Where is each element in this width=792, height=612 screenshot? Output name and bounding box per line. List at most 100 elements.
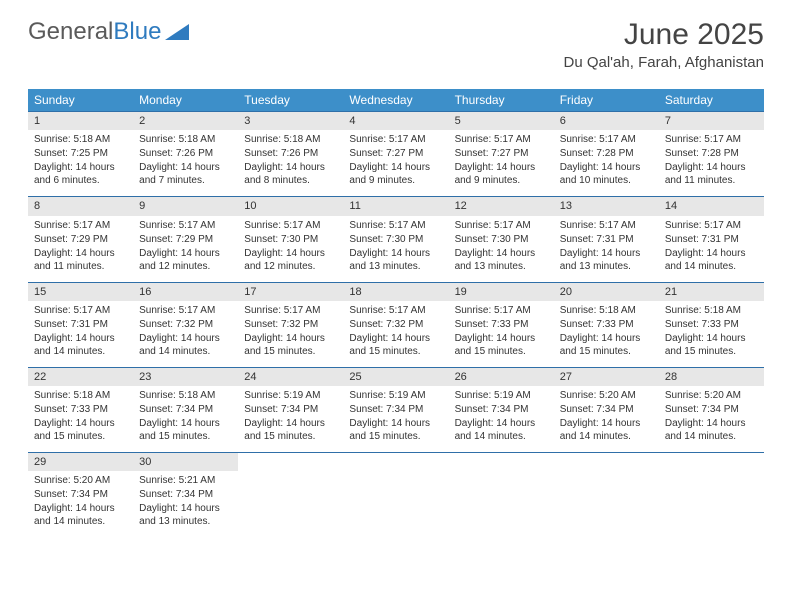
sunset-text: Sunset: 7:34 PM xyxy=(560,403,653,416)
day-body: Sunrise: 5:17 AMSunset: 7:29 PMDaylight:… xyxy=(133,216,238,282)
sunset-text: Sunset: 7:28 PM xyxy=(560,147,653,160)
calendar-table: Sunday Monday Tuesday Wednesday Thursday… xyxy=(28,89,764,537)
day-number: 22 xyxy=(28,368,133,386)
header: GeneralBlue June 2025 Du Qal'ah, Farah, … xyxy=(0,0,792,79)
day-body: Sunrise: 5:18 AMSunset: 7:34 PMDaylight:… xyxy=(133,386,238,452)
sunset-text: Sunset: 7:29 PM xyxy=(34,233,127,246)
calendar-cell: 17Sunrise: 5:17 AMSunset: 7:32 PMDayligh… xyxy=(238,282,343,367)
day-number: 24 xyxy=(238,368,343,386)
day-body: Sunrise: 5:18 AMSunset: 7:26 PMDaylight:… xyxy=(238,130,343,196)
sunrise-text: Sunrise: 5:17 AM xyxy=(139,219,232,232)
day-number: 25 xyxy=(343,368,448,386)
day-body: Sunrise: 5:19 AMSunset: 7:34 PMDaylight:… xyxy=(343,386,448,452)
calendar-cell: 16Sunrise: 5:17 AMSunset: 7:32 PMDayligh… xyxy=(133,282,238,367)
calendar-cell: 3Sunrise: 5:18 AMSunset: 7:26 PMDaylight… xyxy=(238,112,343,197)
calendar-cell: 8Sunrise: 5:17 AMSunset: 7:29 PMDaylight… xyxy=(28,197,133,282)
daylight-text: Daylight: 14 hours and 12 minutes. xyxy=(139,247,232,273)
calendar-cell: 5Sunrise: 5:17 AMSunset: 7:27 PMDaylight… xyxy=(449,112,554,197)
daylight-text: Daylight: 14 hours and 12 minutes. xyxy=(244,247,337,273)
day-number: 20 xyxy=(554,283,659,301)
calendar-cell: 9Sunrise: 5:17 AMSunset: 7:29 PMDaylight… xyxy=(133,197,238,282)
day-body: Sunrise: 5:17 AMSunset: 7:31 PMDaylight:… xyxy=(659,216,764,282)
day-number: 4 xyxy=(343,112,448,130)
day-number: 10 xyxy=(238,197,343,215)
day-number: 30 xyxy=(133,453,238,471)
daylight-text: Daylight: 14 hours and 15 minutes. xyxy=(455,332,548,358)
title-block: June 2025 Du Qal'ah, Farah, Afghanistan xyxy=(564,18,765,71)
day-body: Sunrise: 5:17 AMSunset: 7:30 PMDaylight:… xyxy=(343,216,448,282)
sunrise-text: Sunrise: 5:18 AM xyxy=(560,304,653,317)
sunset-text: Sunset: 7:31 PM xyxy=(665,233,758,246)
calendar-cell: 15Sunrise: 5:17 AMSunset: 7:31 PMDayligh… xyxy=(28,282,133,367)
sunrise-text: Sunrise: 5:17 AM xyxy=(560,133,653,146)
day-body: Sunrise: 5:17 AMSunset: 7:32 PMDaylight:… xyxy=(238,301,343,367)
weekday-header: Sunday xyxy=(28,89,133,112)
sunrise-text: Sunrise: 5:17 AM xyxy=(455,133,548,146)
calendar-cell xyxy=(554,453,659,538)
calendar-cell: 21Sunrise: 5:18 AMSunset: 7:33 PMDayligh… xyxy=(659,282,764,367)
sunrise-text: Sunrise: 5:17 AM xyxy=(455,304,548,317)
daylight-text: Daylight: 14 hours and 11 minutes. xyxy=(34,247,127,273)
daylight-text: Daylight: 14 hours and 15 minutes. xyxy=(34,417,127,443)
daylight-text: Daylight: 14 hours and 15 minutes. xyxy=(244,332,337,358)
daylight-text: Daylight: 14 hours and 15 minutes. xyxy=(665,332,758,358)
sunrise-text: Sunrise: 5:17 AM xyxy=(349,133,442,146)
day-number: 26 xyxy=(449,368,554,386)
calendar-cell: 14Sunrise: 5:17 AMSunset: 7:31 PMDayligh… xyxy=(659,197,764,282)
day-number: 21 xyxy=(659,283,764,301)
sunrise-text: Sunrise: 5:17 AM xyxy=(34,219,127,232)
day-number: 28 xyxy=(659,368,764,386)
sunrise-text: Sunrise: 5:21 AM xyxy=(139,474,232,487)
weekday-header: Tuesday xyxy=(238,89,343,112)
day-number: 11 xyxy=(343,197,448,215)
weekday-header: Friday xyxy=(554,89,659,112)
daylight-text: Daylight: 14 hours and 6 minutes. xyxy=(34,161,127,187)
day-body: Sunrise: 5:21 AMSunset: 7:34 PMDaylight:… xyxy=(133,471,238,537)
day-body: Sunrise: 5:17 AMSunset: 7:28 PMDaylight:… xyxy=(554,130,659,196)
calendar-cell: 24Sunrise: 5:19 AMSunset: 7:34 PMDayligh… xyxy=(238,367,343,452)
day-number: 3 xyxy=(238,112,343,130)
day-number: 1 xyxy=(28,112,133,130)
day-number: 15 xyxy=(28,283,133,301)
day-number: 27 xyxy=(554,368,659,386)
sunset-text: Sunset: 7:29 PM xyxy=(139,233,232,246)
day-body: Sunrise: 5:20 AMSunset: 7:34 PMDaylight:… xyxy=(28,471,133,537)
calendar-row: 1Sunrise: 5:18 AMSunset: 7:25 PMDaylight… xyxy=(28,112,764,197)
daylight-text: Daylight: 14 hours and 11 minutes. xyxy=(665,161,758,187)
day-body: Sunrise: 5:18 AMSunset: 7:33 PMDaylight:… xyxy=(554,301,659,367)
day-number: 16 xyxy=(133,283,238,301)
day-body: Sunrise: 5:17 AMSunset: 7:31 PMDaylight:… xyxy=(554,216,659,282)
daylight-text: Daylight: 14 hours and 14 minutes. xyxy=(34,502,127,528)
day-number: 19 xyxy=(449,283,554,301)
sunrise-text: Sunrise: 5:17 AM xyxy=(244,219,337,232)
daylight-text: Daylight: 14 hours and 15 minutes. xyxy=(244,417,337,443)
sunset-text: Sunset: 7:34 PM xyxy=(665,403,758,416)
day-body: Sunrise: 5:17 AMSunset: 7:30 PMDaylight:… xyxy=(238,216,343,282)
day-number: 7 xyxy=(659,112,764,130)
sunrise-text: Sunrise: 5:18 AM xyxy=(139,389,232,402)
calendar-cell: 12Sunrise: 5:17 AMSunset: 7:30 PMDayligh… xyxy=(449,197,554,282)
daylight-text: Daylight: 14 hours and 14 minutes. xyxy=(665,247,758,273)
sunrise-text: Sunrise: 5:17 AM xyxy=(349,304,442,317)
day-number: 23 xyxy=(133,368,238,386)
sunset-text: Sunset: 7:33 PM xyxy=(455,318,548,331)
calendar-cell: 13Sunrise: 5:17 AMSunset: 7:31 PMDayligh… xyxy=(554,197,659,282)
day-number: 9 xyxy=(133,197,238,215)
daylight-text: Daylight: 14 hours and 15 minutes. xyxy=(560,332,653,358)
calendar-cell: 28Sunrise: 5:20 AMSunset: 7:34 PMDayligh… xyxy=(659,367,764,452)
daylight-text: Daylight: 14 hours and 10 minutes. xyxy=(560,161,653,187)
sunrise-text: Sunrise: 5:18 AM xyxy=(34,133,127,146)
sunrise-text: Sunrise: 5:17 AM xyxy=(34,304,127,317)
sunset-text: Sunset: 7:34 PM xyxy=(349,403,442,416)
weekday-header: Monday xyxy=(133,89,238,112)
day-body: Sunrise: 5:18 AMSunset: 7:25 PMDaylight:… xyxy=(28,130,133,196)
daylight-text: Daylight: 14 hours and 14 minutes. xyxy=(665,417,758,443)
day-body: Sunrise: 5:17 AMSunset: 7:27 PMDaylight:… xyxy=(449,130,554,196)
sunrise-text: Sunrise: 5:17 AM xyxy=(244,304,337,317)
sunrise-text: Sunrise: 5:17 AM xyxy=(139,304,232,317)
calendar-cell: 20Sunrise: 5:18 AMSunset: 7:33 PMDayligh… xyxy=(554,282,659,367)
day-number: 29 xyxy=(28,453,133,471)
day-number: 17 xyxy=(238,283,343,301)
day-body: Sunrise: 5:18 AMSunset: 7:33 PMDaylight:… xyxy=(659,301,764,367)
daylight-text: Daylight: 14 hours and 13 minutes. xyxy=(139,502,232,528)
